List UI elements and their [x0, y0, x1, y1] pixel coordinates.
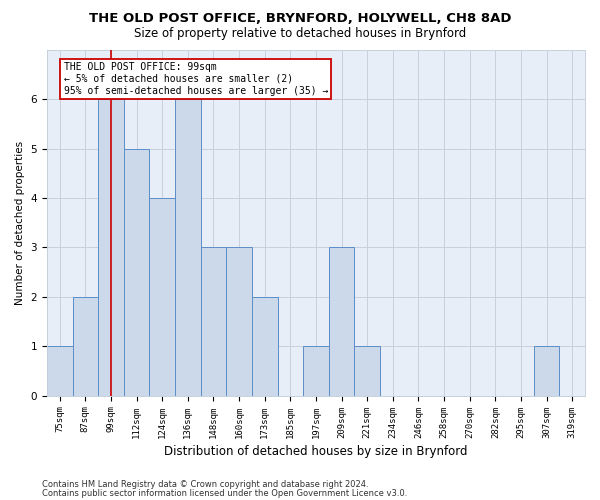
Text: Contains public sector information licensed under the Open Government Licence v3: Contains public sector information licen… [42, 488, 407, 498]
X-axis label: Distribution of detached houses by size in Brynford: Distribution of detached houses by size … [164, 444, 468, 458]
Bar [534, 346, 559, 396]
Bar [149, 198, 175, 396]
Text: THE OLD POST OFFICE: 99sqm
← 5% of detached houses are smaller (2)
95% of semi-d: THE OLD POST OFFICE: 99sqm ← 5% of detac… [64, 62, 328, 96]
Y-axis label: Number of detached properties: Number of detached properties [15, 140, 25, 305]
Bar [73, 297, 98, 396]
Bar [98, 100, 124, 396]
Text: Size of property relative to detached houses in Brynford: Size of property relative to detached ho… [134, 28, 466, 40]
Bar [124, 148, 149, 396]
Bar [175, 100, 200, 396]
Bar [47, 346, 73, 396]
Bar [303, 346, 329, 396]
Bar [200, 248, 226, 396]
Text: Contains HM Land Registry data © Crown copyright and database right 2024.: Contains HM Land Registry data © Crown c… [42, 480, 368, 489]
Bar [226, 248, 252, 396]
Text: THE OLD POST OFFICE, BRYNFORD, HOLYWELL, CH8 8AD: THE OLD POST OFFICE, BRYNFORD, HOLYWELL,… [89, 12, 511, 26]
Bar [355, 346, 380, 396]
Bar [252, 297, 278, 396]
Bar [329, 248, 355, 396]
